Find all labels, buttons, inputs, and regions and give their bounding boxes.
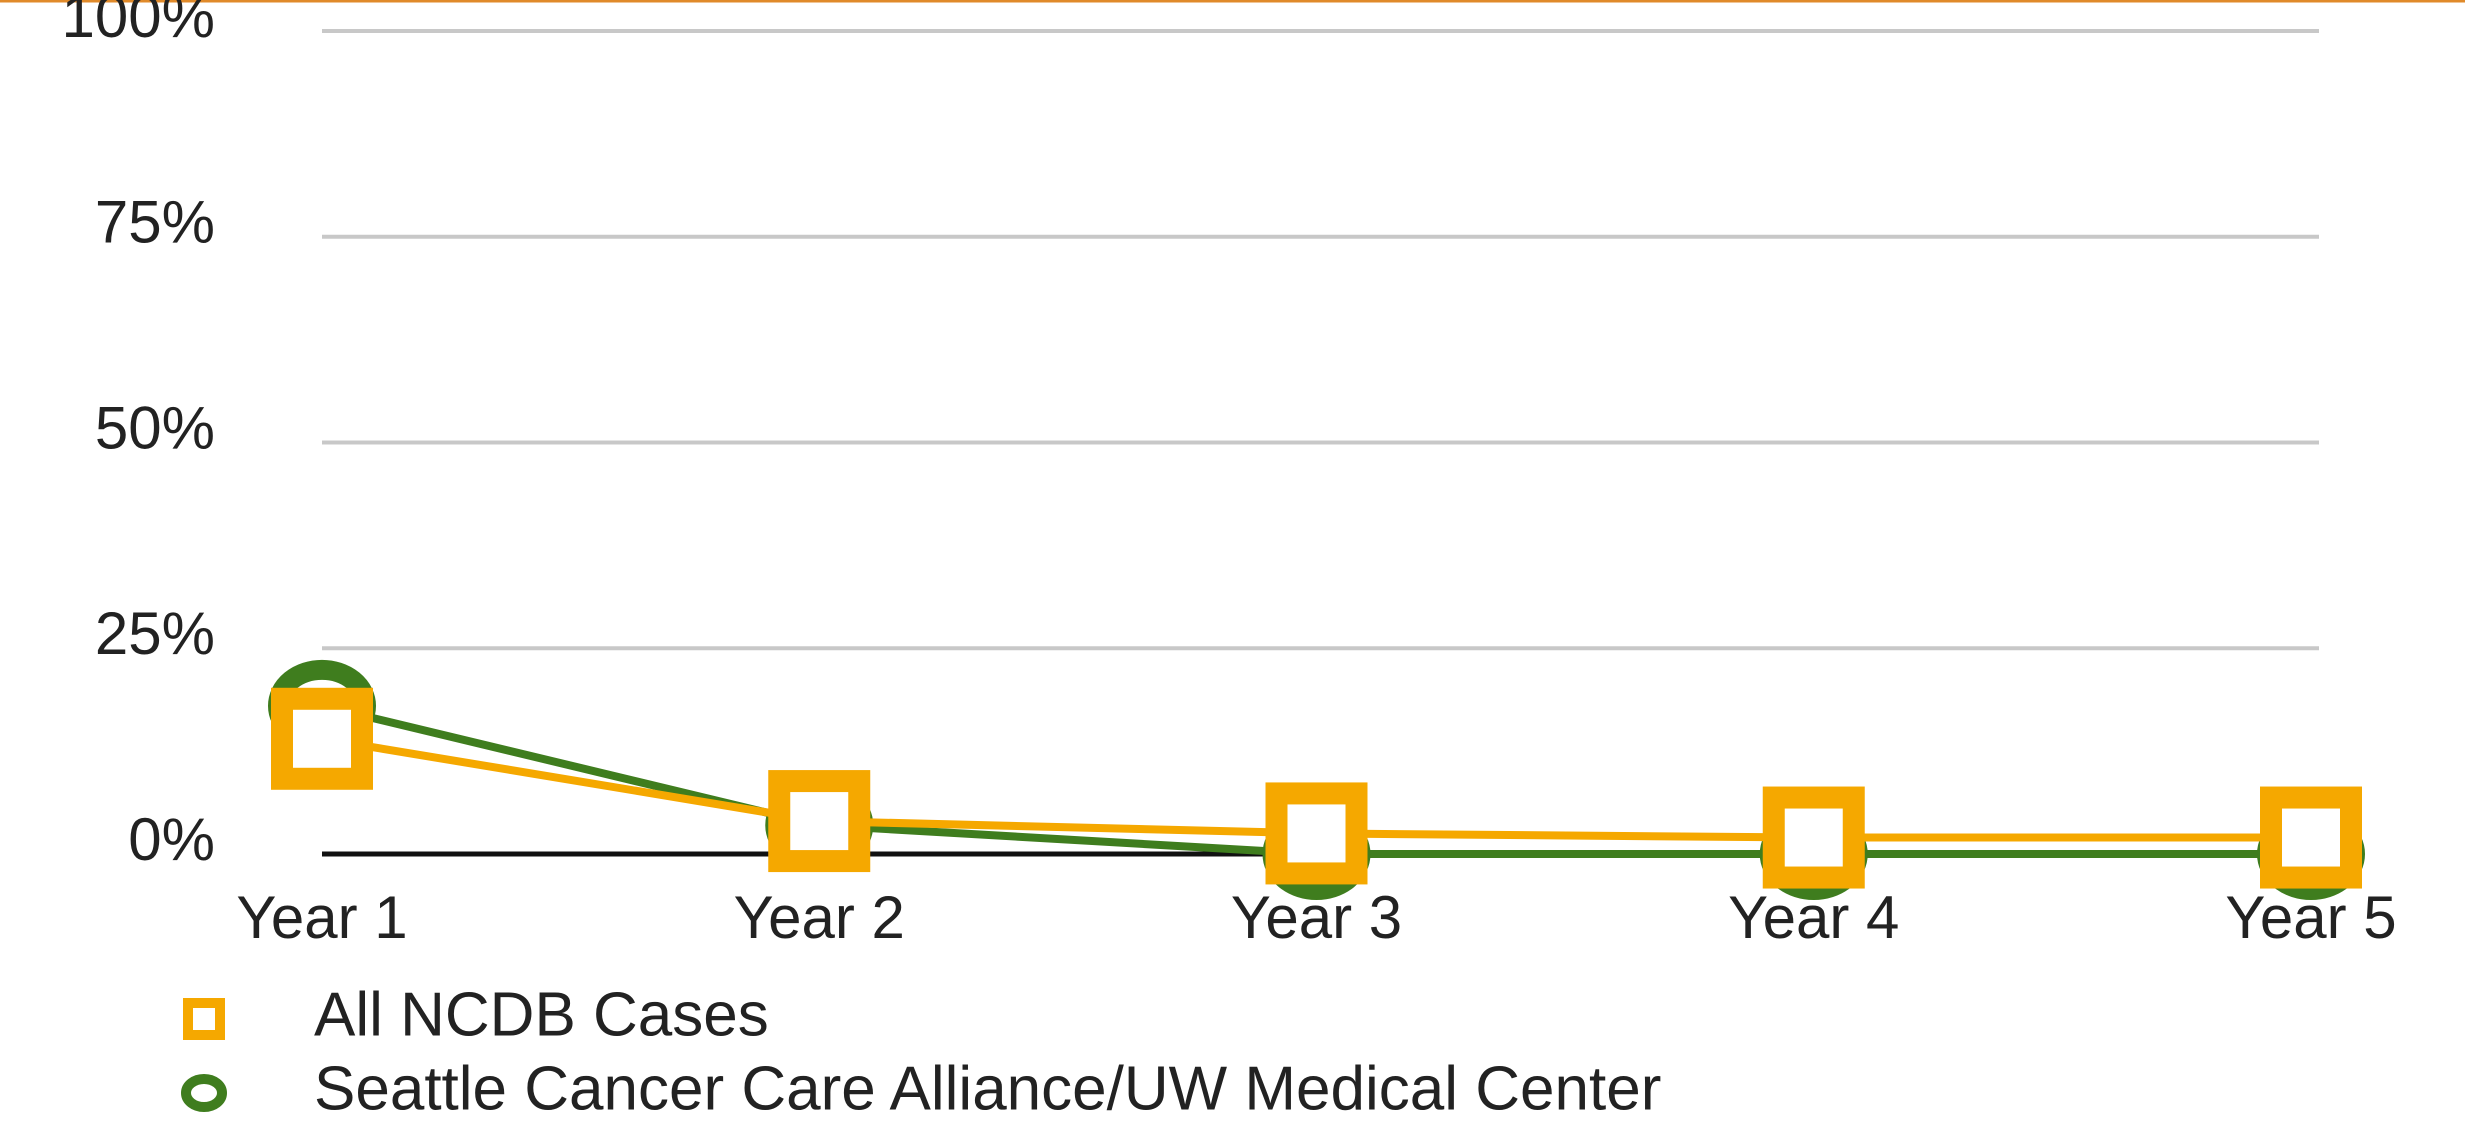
y-tick-label: 0% (128, 806, 215, 873)
legend-label: Seattle Cancer Care Alliance/UW Medical … (314, 1054, 1661, 1123)
legend-marker (181, 1074, 227, 1112)
y-tick-label: 25% (95, 600, 215, 667)
x-tick-label: Year 2 (734, 884, 905, 951)
marker (1762, 786, 1865, 889)
marker (2260, 786, 2362, 889)
legend-label: All NCDB Cases (314, 980, 769, 1049)
marker (768, 770, 871, 873)
y-tick-label: 75% (95, 189, 215, 256)
y-tick-label: 50% (95, 394, 215, 461)
x-tick-label: Year 1 (236, 884, 407, 951)
legend-marker (183, 998, 225, 1040)
marker (1265, 782, 1368, 885)
y-tick-label: 100% (62, 0, 215, 50)
marker (271, 687, 373, 790)
